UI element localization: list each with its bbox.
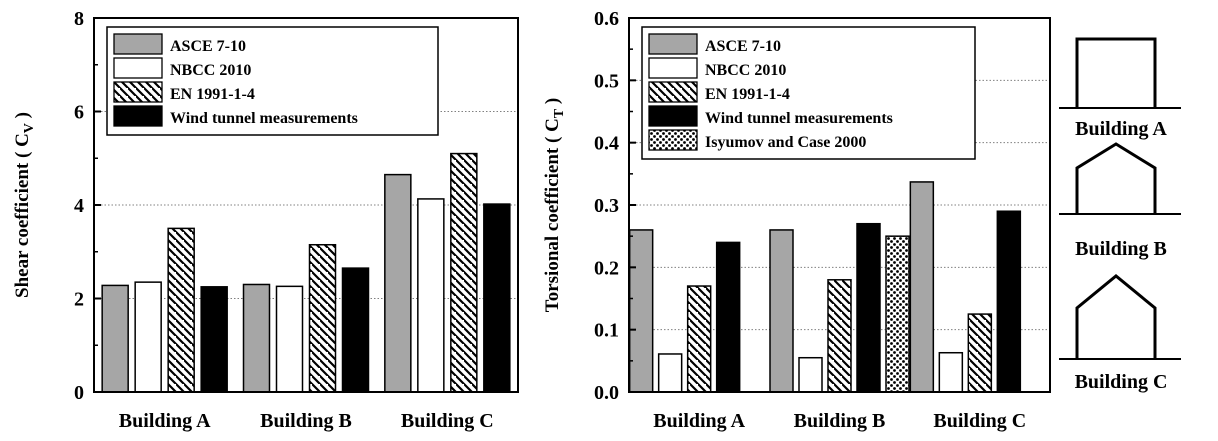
bar-asce-7-10 (242, 283, 271, 393)
bar-isyumov-and-case-2000 (885, 235, 910, 393)
torsional-coefficient-chart: 0.0 0.1 0.2 0.3 0.4 0.5 0.6 Building A Building … (542, 8, 1051, 432)
x-category-label: Building C (401, 410, 494, 432)
bar-en-1991-1-4 (450, 152, 478, 393)
bar-en-1991-1-4 (827, 279, 852, 393)
bar-en-1991-1-4 (308, 243, 337, 393)
building-label: Building B (1075, 238, 1167, 260)
y-axis-label: Shear coefficient ( CV ) (12, 112, 37, 298)
legend-swatch-nbcc-2010 (113, 57, 163, 79)
x-category-label: Building A (653, 410, 745, 432)
bar-en-1991-1-4 (967, 313, 993, 393)
legend-label: NBCC 2010 (705, 62, 786, 79)
bar-nbcc-2010 (798, 356, 823, 393)
x-category-label: Building B (794, 410, 886, 432)
bar-nbcc-2010 (657, 353, 683, 393)
legend-label: Wind tunnel measurements (705, 110, 893, 127)
y-tick-label: 0.1 (594, 320, 619, 342)
y-tick-label: 2 (74, 289, 84, 311)
legend-swatch-asce-7-10 (113, 33, 163, 55)
shear-coefficient-chart: 0 2 4 6 8 Building A Building B Building C Shear… (12, 8, 519, 432)
bar-en-1991-1-4 (686, 285, 712, 393)
y-tick-label: 4 (74, 195, 84, 217)
legend-swatch-asce-7-10 (648, 33, 698, 55)
y-tick-label: 0.0 (594, 382, 619, 404)
bar-wind-tunnel-measurements (996, 210, 1022, 393)
y-tick-label: 0.5 (594, 70, 619, 92)
bar-wind-tunnel-measurements (200, 286, 228, 393)
legend-swatch-en-1991-1-4 (113, 81, 163, 103)
bar-wind-tunnel-measurements (856, 222, 881, 393)
legend-label: EN 1991-1-4 (170, 86, 255, 103)
y-tick-label: 0.2 (594, 257, 619, 279)
legend-label: EN 1991-1-4 (705, 86, 790, 103)
legend-label: ASCE 7-10 (705, 38, 781, 55)
bar-nbcc-2010 (938, 351, 964, 393)
y-tick-label: 0.3 (594, 195, 619, 217)
bar-wind-tunnel-measurements (715, 241, 741, 393)
building-outline-building-c (1075, 274, 1157, 359)
building-outline-building-a (1075, 37, 1157, 108)
legend: ASCE 7-10 NBCC 2010 EN 1991-1-4 Wind tunnel… (106, 26, 439, 136)
building-label: Building A (1075, 118, 1167, 140)
building-profiles: Building A Building B Building C (1059, 37, 1181, 393)
legend-label: Wind tunnel measurements (170, 110, 358, 127)
legend-label: NBCC 2010 (170, 62, 251, 79)
x-category-label: Building A (119, 410, 211, 432)
bar-asce-7-10 (384, 173, 412, 393)
y-tick-label: 6 (74, 102, 84, 124)
bar-asce-7-10 (769, 229, 794, 393)
legend-swatch-en-1991-1-4 (648, 81, 698, 103)
legend-swatch-nbcc-2010 (648, 57, 698, 79)
y-tick-label: 0.6 (594, 8, 619, 30)
legend-swatch-wind-tunnel-measurements (648, 105, 698, 127)
bar-wind-tunnel-measurements (483, 203, 511, 393)
legend-label: Isyumov and Case 2000 (705, 134, 866, 151)
x-category-label: Building B (260, 410, 352, 432)
bar-asce-7-10 (909, 181, 935, 393)
building-label: Building C (1075, 371, 1168, 393)
y-tick-label: 0.4 (594, 133, 619, 155)
legend-swatch-isyumov-and-case-2000 (648, 129, 698, 151)
y-tick-label: 8 (74, 8, 84, 30)
y-axis-label: Torsional coefficient ( CT ) (542, 98, 567, 312)
bar-asce-7-10 (628, 229, 654, 393)
bar-nbcc-2010 (417, 198, 445, 393)
bar-asce-7-10 (101, 284, 129, 393)
bar-nbcc-2010 (134, 281, 162, 393)
bar-nbcc-2010 (275, 285, 304, 393)
bar-en-1991-1-4 (167, 227, 195, 393)
bar-wind-tunnel-measurements (341, 267, 370, 393)
building-outline-building-b (1075, 142, 1157, 214)
x-category-label: Building C (933, 410, 1026, 432)
legend-label: ASCE 7-10 (170, 38, 246, 55)
legend-swatch-wind-tunnel-measurements (113, 105, 163, 127)
legend: ASCE 7-10 NBCC 2010 EN 1991-1-4 Wind tunnel… (641, 26, 976, 160)
y-tick-label: 0 (74, 382, 84, 404)
